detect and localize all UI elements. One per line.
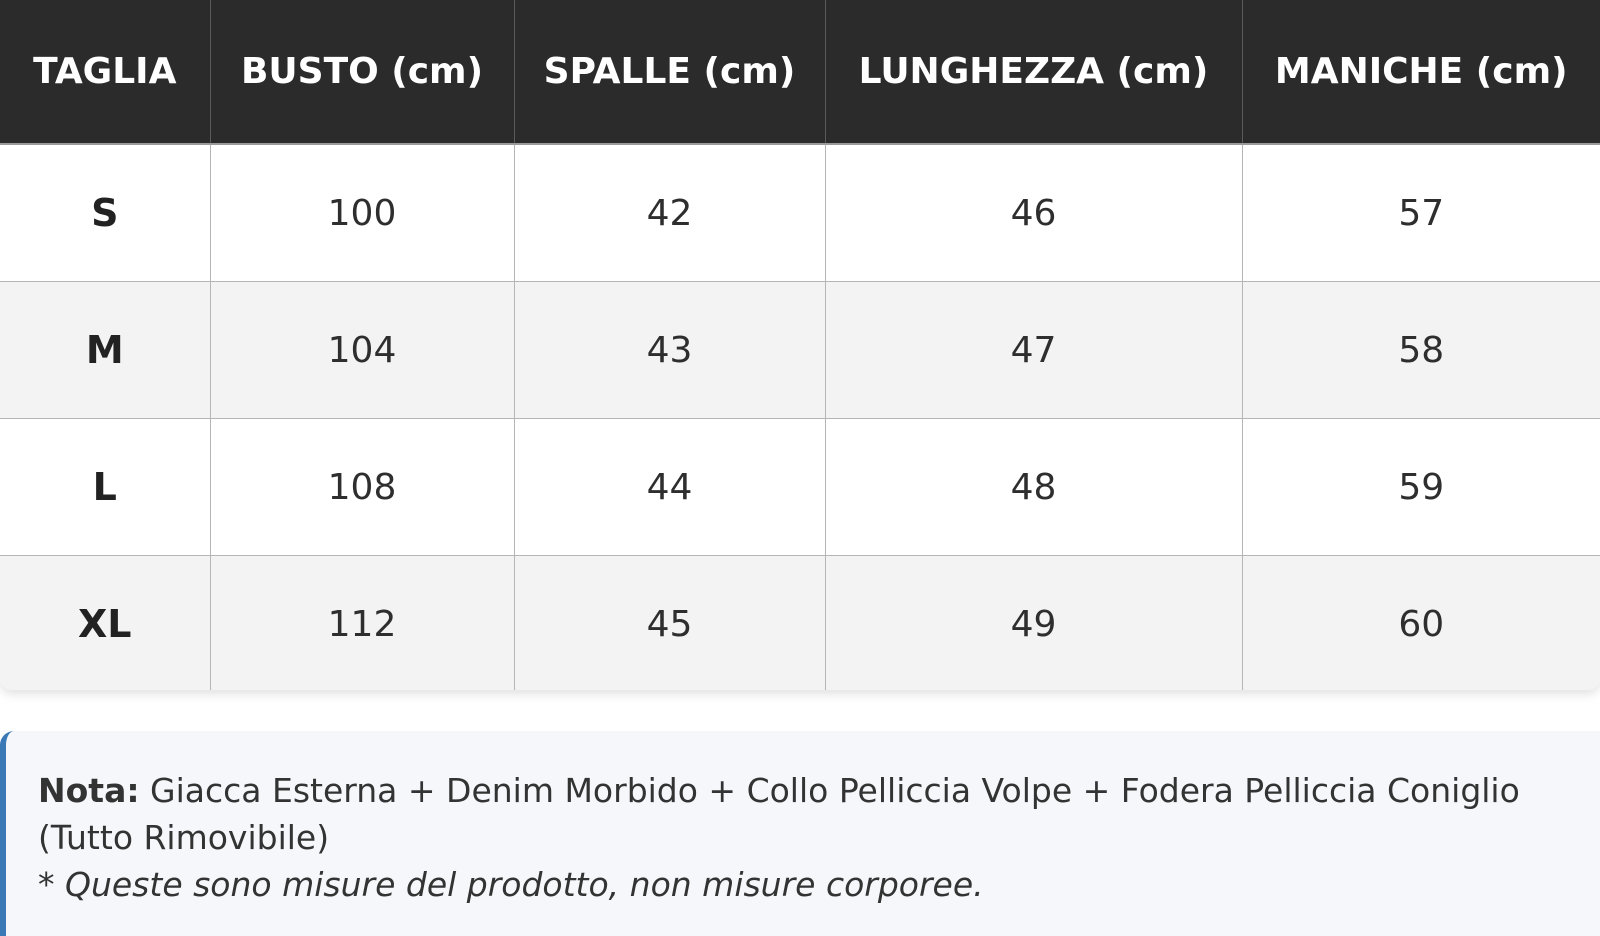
table-row: L 108 44 48 59 bbox=[0, 418, 1600, 556]
busto-cell: 104 bbox=[209, 281, 514, 419]
maniche-cell: 59 bbox=[1241, 418, 1600, 556]
size-cell: L bbox=[0, 418, 210, 556]
size-table: TAGLIA BUSTO (cm) SPALLE (cm) LUNGHEZZA … bbox=[0, 0, 1600, 690]
spalle-cell: 42 bbox=[513, 144, 825, 282]
size-cell: S bbox=[0, 144, 210, 282]
header-busto: BUSTO (cm) bbox=[209, 0, 514, 145]
table-header-row: TAGLIA BUSTO (cm) SPALLE (cm) LUNGHEZZA … bbox=[0, 0, 1600, 145]
note-text: Giacca Esterna + Denim Morbido + Collo P… bbox=[38, 771, 1520, 857]
header-maniche: MANICHE (cm) bbox=[1241, 0, 1600, 145]
header-lunghezza: LUNGHEZZA (cm) bbox=[824, 0, 1242, 145]
maniche-cell: 57 bbox=[1241, 144, 1600, 282]
busto-cell: 100 bbox=[209, 144, 514, 282]
table-row: S 100 42 46 57 bbox=[0, 144, 1600, 282]
size-cell: M bbox=[0, 281, 210, 419]
spalle-cell: 44 bbox=[513, 418, 825, 556]
spalle-cell: 43 bbox=[513, 281, 825, 419]
maniche-cell: 60 bbox=[1241, 555, 1600, 690]
note-label: Nota: bbox=[38, 771, 140, 810]
spalle-cell: 45 bbox=[513, 555, 825, 690]
note-box: Nota: Giacca Esterna + Denim Morbido + C… bbox=[0, 731, 1600, 936]
header-spalle: SPALLE (cm) bbox=[513, 0, 825, 145]
busto-cell: 108 bbox=[209, 418, 514, 556]
lunghezza-cell: 49 bbox=[824, 555, 1242, 690]
size-cell: XL bbox=[0, 555, 210, 690]
lunghezza-cell: 46 bbox=[824, 144, 1242, 282]
size-chart: TAGLIA BUSTO (cm) SPALLE (cm) LUNGHEZZA … bbox=[0, 0, 1600, 690]
header-taglia: TAGLIA bbox=[0, 0, 210, 145]
table-row: M 104 43 47 58 bbox=[0, 281, 1600, 419]
lunghezza-cell: 48 bbox=[824, 418, 1242, 556]
note-disclaimer: * Queste sono misure del prodotto, non m… bbox=[38, 865, 984, 904]
maniche-cell: 58 bbox=[1241, 281, 1600, 419]
lunghezza-cell: 47 bbox=[824, 281, 1242, 419]
busto-cell: 112 bbox=[209, 555, 514, 690]
table-row: XL 112 45 49 60 bbox=[0, 555, 1600, 690]
